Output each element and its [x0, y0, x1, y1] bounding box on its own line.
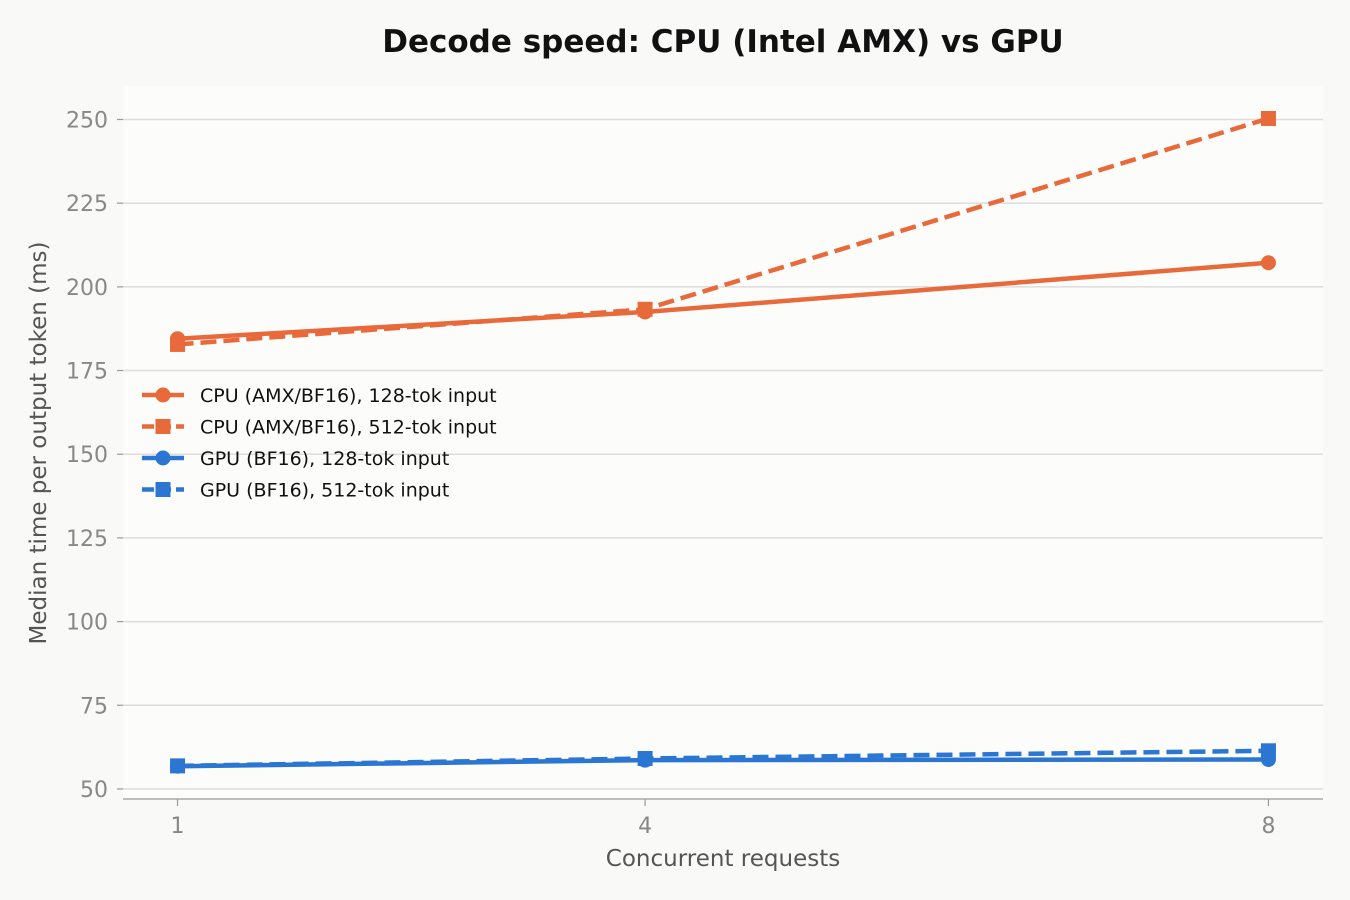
- legend-marker: [155, 419, 171, 434]
- x-axis-ticks: 1 4 8: [171, 799, 1275, 839]
- grid-lines: [123, 118, 1323, 790]
- data-point: [170, 758, 186, 774]
- y-tick-label: 200: [66, 276, 108, 301]
- y-tick-label: 225: [66, 192, 108, 217]
- legend-label: GPU (BF16), 128-tok input: [200, 448, 449, 470]
- legend-item: CPU (AMX/BF16), 128-tok input: [142, 385, 497, 407]
- series-4: [170, 743, 1276, 774]
- legend-item: CPU (AMX/BF16), 512-tok input: [142, 417, 497, 439]
- x-axis-label: Concurrent requests: [606, 846, 840, 872]
- legend-marker: [155, 387, 171, 403]
- plot-area: [123, 86, 1323, 799]
- legend-label: GPU (BF16), 512-tok input: [200, 480, 449, 502]
- legend: CPU (AMX/BF16), 128-tok input CPU (AMX/BF…: [142, 385, 497, 502]
- y-axis-ticks: 50 75 100 125 150 175 200 225 250: [66, 108, 123, 803]
- chart-title: Decode speed: CPU (Intel AMX) vs GPU: [382, 24, 1063, 60]
- legend-marker: [155, 482, 171, 497]
- legend-marker: [155, 450, 171, 466]
- y-tick-label: 100: [66, 611, 108, 636]
- x-tick-label: 4: [638, 814, 652, 839]
- data-point: [1260, 110, 1276, 126]
- legend-label: CPU (AMX/BF16), 512-tok input: [200, 417, 497, 439]
- legend-item: GPU (BF16), 512-tok input: [142, 480, 449, 502]
- y-tick-label: 75: [80, 694, 108, 719]
- y-tick-label: 150: [66, 443, 108, 468]
- y-tick-label: 50: [80, 778, 108, 803]
- y-axis-label: Median time per output token (ms): [26, 242, 52, 645]
- y-tick-label: 125: [66, 527, 108, 552]
- data-point: [637, 301, 653, 317]
- data-point: [1260, 743, 1276, 759]
- x-tick-label: 8: [1261, 814, 1275, 839]
- legend-item: GPU (BF16), 128-tok input: [142, 448, 449, 470]
- data-point: [1260, 255, 1276, 271]
- data-point: [637, 750, 653, 766]
- data-point: [170, 336, 186, 352]
- series-layer: [170, 110, 1276, 774]
- y-tick-label: 250: [66, 108, 108, 133]
- x-tick-label: 1: [171, 814, 185, 839]
- y-tick-label: 175: [66, 360, 108, 385]
- series-2: [170, 110, 1276, 352]
- legend-label: CPU (AMX/BF16), 128-tok input: [200, 385, 497, 407]
